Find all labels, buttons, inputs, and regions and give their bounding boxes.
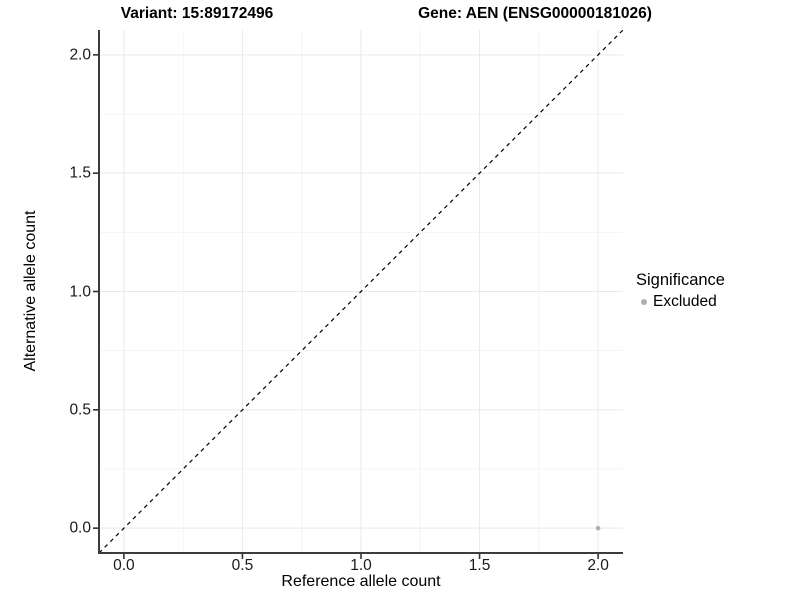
legend-item-excluded: Excluded (636, 293, 725, 311)
y-tick-label: 1.5 (69, 164, 91, 182)
x-tick-label: 0.0 (113, 557, 135, 574)
y-axis-title: Alternative allele count (22, 210, 39, 372)
y-tick-label: 1.0 (69, 283, 91, 300)
x-tick-label: 1.5 (468, 557, 491, 574)
legend-title: Significance (636, 271, 725, 289)
y-tick-label: 0.0 (69, 519, 91, 537)
y-tick-label: 2.0 (69, 46, 91, 64)
plot-title-variant: Variant: 15:89172496 (120, 5, 274, 22)
plot-title-gene: Gene: AEN (ENSG00000181026) (418, 5, 652, 22)
excluded-point-icon (641, 299, 647, 305)
y-tick-label: 0.5 (69, 401, 91, 419)
x-tick-label: 0.5 (231, 557, 254, 574)
x-tick-label: 2.0 (587, 557, 609, 574)
x-tick-label: 1.0 (350, 557, 372, 574)
identity-line (98, 29, 624, 554)
legend-item-label: Excluded (653, 293, 717, 310)
data-point (595, 525, 601, 531)
x-axis-title: Reference allele count (281, 573, 441, 590)
legend: Significance Excluded (636, 271, 725, 311)
